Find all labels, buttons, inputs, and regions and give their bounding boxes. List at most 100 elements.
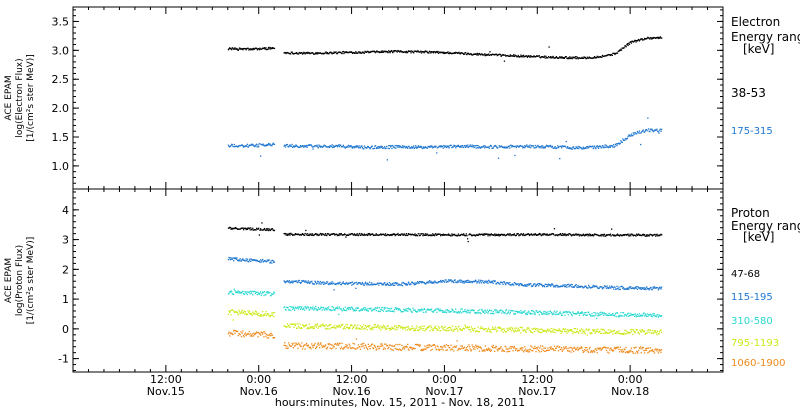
data-point — [467, 279, 469, 281]
data-point — [334, 145, 336, 147]
data-point — [417, 281, 419, 283]
data-point — [231, 258, 233, 260]
data-point — [519, 55, 521, 58]
data-point — [576, 147, 578, 149]
data-point — [548, 284, 550, 286]
data-point — [555, 147, 557, 149]
data-point — [522, 329, 524, 331]
data-point — [428, 280, 431, 282]
data-point — [578, 57, 581, 59]
data-point — [452, 330, 454, 332]
data-point — [555, 234, 557, 236]
data-point — [426, 147, 429, 149]
data-point — [369, 233, 371, 235]
data-point — [653, 36, 655, 39]
data-point — [386, 283, 388, 286]
data-point — [241, 144, 243, 146]
data-point — [254, 290, 256, 293]
legend-entry: 310-580 — [731, 316, 773, 327]
data-point — [451, 308, 453, 310]
data-point — [323, 308, 325, 311]
data-point — [390, 233, 392, 236]
data-point — [264, 260, 266, 262]
data-point — [625, 346, 627, 349]
data-point — [297, 306, 299, 308]
data-point — [573, 234, 575, 236]
data-point — [447, 233, 450, 235]
data-point — [608, 332, 610, 334]
data-point — [626, 287, 628, 290]
data-point — [292, 306, 294, 308]
data-point — [273, 143, 275, 145]
data-point — [317, 233, 319, 235]
data-point — [436, 234, 438, 236]
data-point — [503, 281, 506, 283]
data-point — [509, 144, 511, 147]
data-point — [532, 234, 534, 236]
data-point — [353, 283, 355, 285]
data-point — [637, 131, 639, 134]
data-point — [235, 291, 237, 294]
data-point — [545, 313, 547, 315]
data-point — [378, 147, 380, 149]
data-point — [446, 280, 448, 283]
data-point — [260, 315, 262, 317]
data-point — [543, 285, 545, 287]
data-point — [380, 50, 383, 52]
data-point — [306, 281, 308, 283]
data-point — [374, 234, 376, 236]
data-point — [479, 146, 481, 148]
data-point — [384, 234, 386, 236]
data-point — [492, 234, 494, 236]
data-point — [574, 56, 577, 58]
data-point — [511, 330, 513, 332]
data-point — [318, 52, 320, 54]
data-point — [601, 56, 603, 58]
data-point — [269, 335, 272, 337]
data-point — [264, 144, 266, 146]
data-point — [491, 312, 493, 314]
data-point — [499, 310, 501, 312]
data-point — [342, 51, 344, 53]
legend-entry: 47-68 — [731, 269, 760, 280]
data-point — [504, 54, 506, 56]
data-point — [472, 146, 474, 148]
data-point — [603, 312, 606, 314]
data-point — [619, 314, 621, 317]
data-point — [551, 314, 554, 316]
data-point — [269, 46, 271, 49]
data-point — [616, 331, 619, 333]
data-point — [246, 293, 249, 296]
data-point — [293, 342, 295, 344]
data-point — [363, 148, 365, 150]
data-point — [313, 344, 315, 346]
data-point — [336, 144, 338, 147]
data-point — [602, 328, 604, 330]
data-point — [472, 330, 475, 332]
data-point — [380, 309, 382, 311]
data-point — [502, 54, 504, 56]
data-point — [505, 146, 507, 148]
data-point — [472, 281, 474, 283]
data-point — [567, 146, 569, 148]
data-point — [491, 345, 493, 348]
data-point — [547, 234, 549, 236]
data-point — [441, 234, 443, 236]
data-point — [572, 56, 574, 58]
data-point — [491, 147, 493, 149]
data-point — [507, 233, 509, 235]
data-point — [550, 312, 552, 314]
data-point — [460, 279, 462, 281]
data-point — [259, 229, 261, 231]
data-point — [529, 312, 531, 314]
data-point — [305, 234, 308, 236]
data-point — [564, 56, 566, 58]
data-point — [342, 307, 344, 310]
data-point — [233, 143, 235, 146]
data-point — [310, 281, 312, 283]
data-point — [544, 330, 546, 332]
data-point — [648, 235, 650, 237]
data-point — [401, 233, 404, 235]
data-point — [659, 349, 661, 351]
data-point — [590, 350, 592, 352]
